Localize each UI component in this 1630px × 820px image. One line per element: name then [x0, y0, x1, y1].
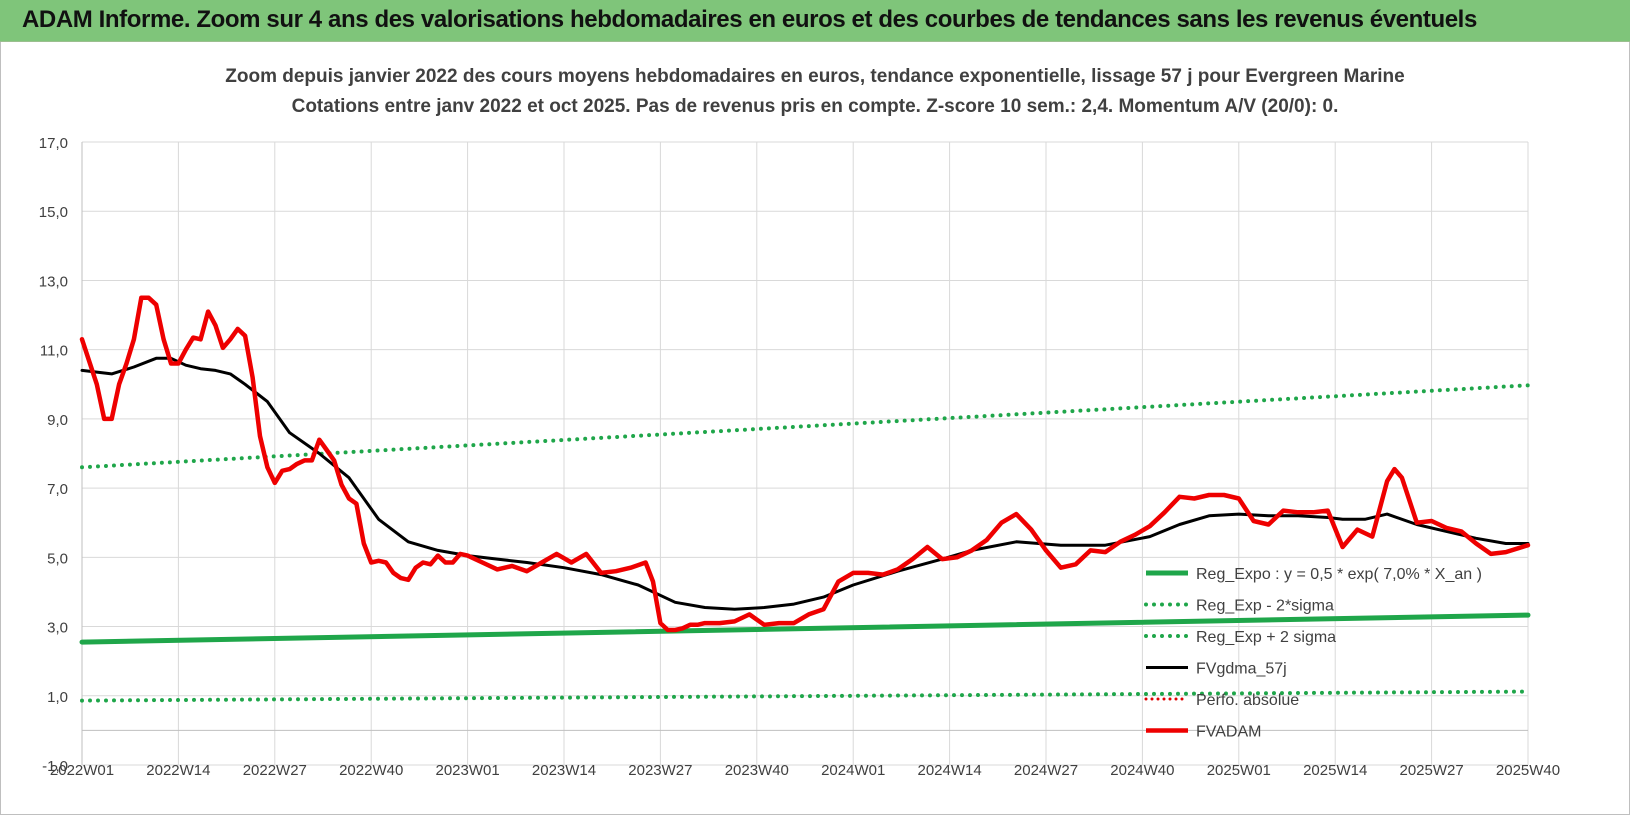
line-chart: -1,0 1,0 3,0 5,0 7,0 9,0 11,0 13,0 15,0 17,0 2022W… [39, 66, 1560, 779]
x-tick-label: 2025W40 [1496, 762, 1560, 779]
x-tick-label: 2022W14 [146, 762, 210, 779]
x-tick-label: 2024W01 [821, 762, 885, 779]
x-tick-label: 2023W40 [725, 762, 789, 779]
series-reg-expo [79, 612, 1531, 645]
x-tick-label: 2025W27 [1399, 762, 1463, 779]
series-reg-minus-2sigma [80, 689, 1530, 703]
x-tick-label: 2022W40 [339, 762, 403, 779]
y-tick-label: 1,0 [47, 689, 68, 706]
y-tick-label: 11,0 [40, 343, 68, 360]
legend-label: Reg_Exp - 2*sigma [1196, 598, 1334, 615]
header-title: ADAM Informe. Zoom sur 4 ans des valoris… [22, 6, 1477, 33]
grid-layer [82, 141, 1529, 766]
x-tick-label: 2024W27 [1014, 762, 1078, 779]
legend-label: Perfo. absolue [1196, 692, 1299, 709]
series-reg-plus-2sigma [80, 383, 1530, 470]
legend-label: Reg_Expo : y = 0,5 * exp( 7,0% * X_an ) [1196, 566, 1482, 583]
y-tick-label: 7,0 [47, 481, 68, 498]
series-layer [79, 295, 1531, 703]
series-fvgdma-57j [80, 356, 1530, 611]
x-tick-label: 2024W40 [1110, 762, 1174, 779]
x-tick-label: 2023W01 [435, 762, 499, 779]
x-tick-label: 2025W14 [1303, 762, 1367, 779]
legend-label: Reg_Exp + 2 sigma [1196, 629, 1336, 646]
series-fvadam [79, 295, 1531, 633]
y-tick-label: 17,0 [39, 135, 68, 152]
legend-label: FVgdma_57j [1196, 661, 1287, 678]
x-tick-label: 2023W27 [628, 762, 692, 779]
x-tick-label: 2022W01 [50, 762, 114, 779]
legend: Reg_Expo : y = 0,5 * exp( 7,0% * X_an ) R… [1144, 566, 1482, 741]
x-tick-label: 2024W14 [917, 762, 981, 779]
y-tick-label: 15,0 [39, 204, 68, 221]
axis-layer: -1,0 1,0 3,0 5,0 7,0 9,0 11,0 13,0 15,0 17,0 2022W… [39, 135, 1560, 779]
chart-subtitle: Cotations entre janv 2022 et oct 2025. P… [292, 96, 1339, 117]
y-tick-label: 13,0 [39, 273, 68, 290]
chart-area: -1,0 1,0 3,0 5,0 7,0 9,0 11,0 13,0 15,0 17,0 2022W… [0, 46, 1630, 815]
header-bar: ADAM Informe. Zoom sur 4 ans des valoris… [0, 0, 1630, 42]
y-tick-label: 9,0 [47, 412, 68, 429]
x-tick-label: 2023W14 [532, 762, 596, 779]
y-tick-label: 5,0 [47, 550, 68, 567]
y-tick-label: 3,0 [47, 620, 68, 637]
legend-label: FVADAM [1196, 724, 1261, 741]
x-tick-label: 2025W01 [1207, 762, 1271, 779]
chart-title: Zoom depuis janvier 2022 des cours moyen… [225, 66, 1404, 87]
x-tick-label: 2022W27 [243, 762, 307, 779]
y-tick-label: -1,0 [42, 758, 68, 775]
